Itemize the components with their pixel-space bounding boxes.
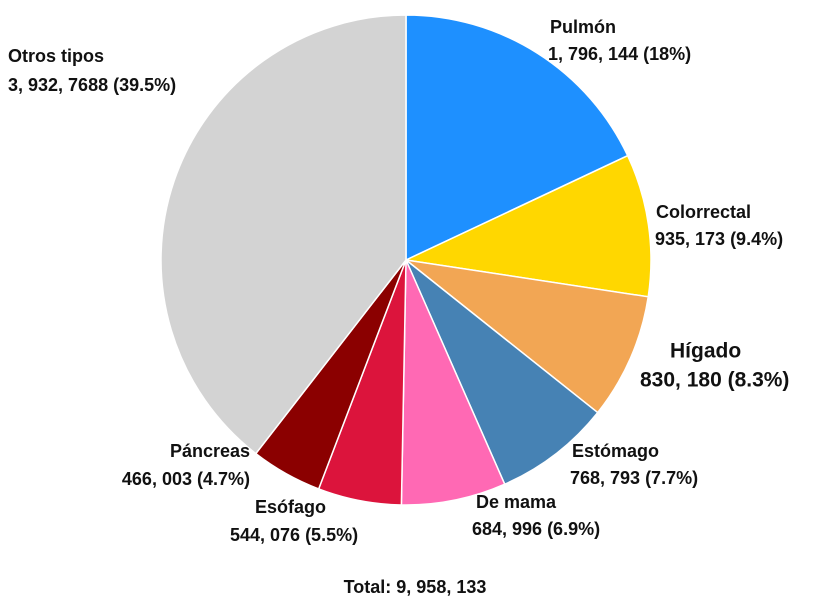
- slice-name: De mama: [476, 492, 557, 512]
- slice-value-label: 935, 173 (9.4%): [655, 229, 783, 249]
- slice-value-label: 466, 003 (4.7%): [122, 469, 250, 489]
- slice-name: Pulmón: [550, 17, 616, 37]
- slice-name: Estómago: [572, 441, 659, 461]
- pie-slice: [400, 259, 506, 506]
- pie-slice: [403, 258, 650, 414]
- slice-name: Colorrectal: [656, 202, 751, 222]
- slice-value-label: 3, 932, 7688 (39.5%): [8, 75, 176, 95]
- slice-name: Esófago: [255, 497, 326, 517]
- slice-value-label: 768, 793 (7.7%): [570, 468, 698, 488]
- total-label: Total: 9, 958, 133: [344, 577, 487, 597]
- pie-slice: [405, 259, 599, 486]
- slice-value-label: 1, 796, 144 (18%): [548, 44, 691, 64]
- pie-slice: [403, 154, 652, 298]
- slice-name: Hígado: [670, 340, 741, 363]
- slice-name: Páncreas: [170, 441, 250, 461]
- slice-value-label: 544, 076 (5.5%): [230, 525, 358, 545]
- pie-slice: [405, 14, 629, 262]
- slice-value-label: 830, 180 (8.3%): [640, 369, 789, 392]
- slice-name: Otros tipos: [8, 46, 104, 66]
- slice-value-label: 684, 996 (6.9%): [472, 519, 600, 539]
- pie-slice: [160, 14, 407, 455]
